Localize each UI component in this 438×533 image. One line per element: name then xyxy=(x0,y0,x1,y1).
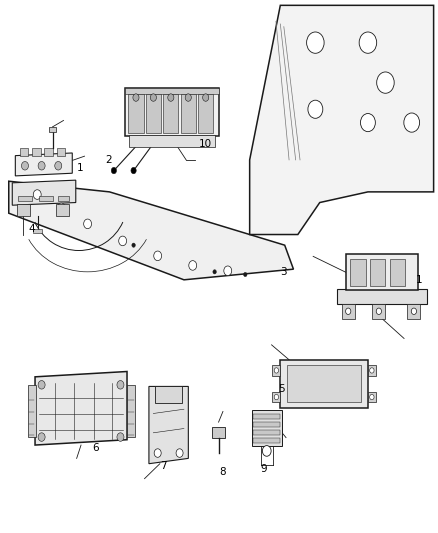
Text: 5: 5 xyxy=(278,384,285,394)
Text: 10: 10 xyxy=(199,139,212,149)
Circle shape xyxy=(203,94,209,101)
Polygon shape xyxy=(149,386,188,464)
Circle shape xyxy=(119,236,127,246)
Bar xyxy=(198,94,213,133)
Circle shape xyxy=(377,72,394,93)
Circle shape xyxy=(133,94,139,101)
Bar xyxy=(20,148,28,156)
Circle shape xyxy=(154,251,162,261)
Text: 3: 3 xyxy=(280,267,287,277)
Polygon shape xyxy=(35,372,127,445)
Bar xyxy=(253,430,280,435)
Bar xyxy=(56,204,69,216)
Bar xyxy=(128,94,144,133)
Circle shape xyxy=(117,381,124,389)
Bar xyxy=(49,127,56,132)
Text: 1: 1 xyxy=(77,163,83,173)
Circle shape xyxy=(132,243,135,247)
Polygon shape xyxy=(250,5,434,235)
Circle shape xyxy=(224,266,232,276)
Circle shape xyxy=(307,32,324,53)
Circle shape xyxy=(308,100,323,118)
Circle shape xyxy=(274,394,279,400)
Bar xyxy=(44,148,53,156)
Bar xyxy=(39,196,53,201)
Bar xyxy=(163,94,178,133)
Bar xyxy=(346,254,418,290)
Circle shape xyxy=(55,161,62,170)
Polygon shape xyxy=(12,180,76,205)
Bar xyxy=(252,410,282,446)
Bar xyxy=(368,392,376,402)
Bar xyxy=(146,94,161,133)
Polygon shape xyxy=(15,153,72,176)
Bar xyxy=(129,135,215,147)
Circle shape xyxy=(370,394,374,400)
Bar xyxy=(280,360,368,408)
Circle shape xyxy=(176,449,183,457)
Circle shape xyxy=(131,167,136,174)
Circle shape xyxy=(411,308,417,314)
Bar xyxy=(372,304,385,319)
Circle shape xyxy=(360,114,375,132)
Circle shape xyxy=(189,261,197,270)
Text: 6: 6 xyxy=(92,443,99,453)
Circle shape xyxy=(404,113,420,132)
Circle shape xyxy=(38,381,45,389)
Bar xyxy=(180,94,196,133)
Polygon shape xyxy=(9,181,293,280)
Circle shape xyxy=(84,219,92,229)
Circle shape xyxy=(346,308,351,314)
Bar xyxy=(155,386,182,403)
Bar xyxy=(57,148,65,156)
Circle shape xyxy=(376,308,381,314)
Bar xyxy=(287,365,361,402)
Bar xyxy=(370,259,385,286)
Text: 2: 2 xyxy=(105,155,112,165)
Circle shape xyxy=(359,32,377,53)
Bar xyxy=(17,204,30,216)
Circle shape xyxy=(262,446,271,456)
Text: 4: 4 xyxy=(28,224,35,234)
Circle shape xyxy=(244,272,247,277)
Circle shape xyxy=(185,94,191,101)
Bar xyxy=(18,196,32,201)
Bar xyxy=(272,392,280,402)
Bar xyxy=(212,427,225,438)
Bar xyxy=(350,259,366,286)
Bar xyxy=(253,414,280,419)
Bar xyxy=(337,289,427,304)
Bar xyxy=(125,88,219,136)
Text: 8: 8 xyxy=(219,467,226,477)
Bar xyxy=(253,422,280,427)
Circle shape xyxy=(38,433,45,441)
Circle shape xyxy=(57,203,65,213)
Bar xyxy=(32,148,41,156)
Circle shape xyxy=(150,94,156,101)
Bar xyxy=(28,385,36,437)
Circle shape xyxy=(33,190,41,199)
Text: 7: 7 xyxy=(160,462,166,471)
Bar xyxy=(407,304,420,319)
Circle shape xyxy=(370,368,374,373)
Bar xyxy=(125,88,219,94)
Circle shape xyxy=(38,161,45,170)
Bar xyxy=(253,438,280,443)
Bar xyxy=(33,229,42,233)
Bar xyxy=(368,365,376,376)
Text: 1: 1 xyxy=(416,275,423,285)
Text: 9: 9 xyxy=(261,464,267,474)
Circle shape xyxy=(213,270,216,274)
Circle shape xyxy=(111,167,117,174)
Circle shape xyxy=(117,433,124,441)
Circle shape xyxy=(168,94,174,101)
Bar xyxy=(342,304,355,319)
Circle shape xyxy=(154,449,161,457)
Bar xyxy=(127,385,135,437)
Bar xyxy=(272,365,280,376)
Circle shape xyxy=(274,368,279,373)
Bar xyxy=(58,196,69,201)
Bar xyxy=(390,259,405,286)
Circle shape xyxy=(21,161,28,170)
